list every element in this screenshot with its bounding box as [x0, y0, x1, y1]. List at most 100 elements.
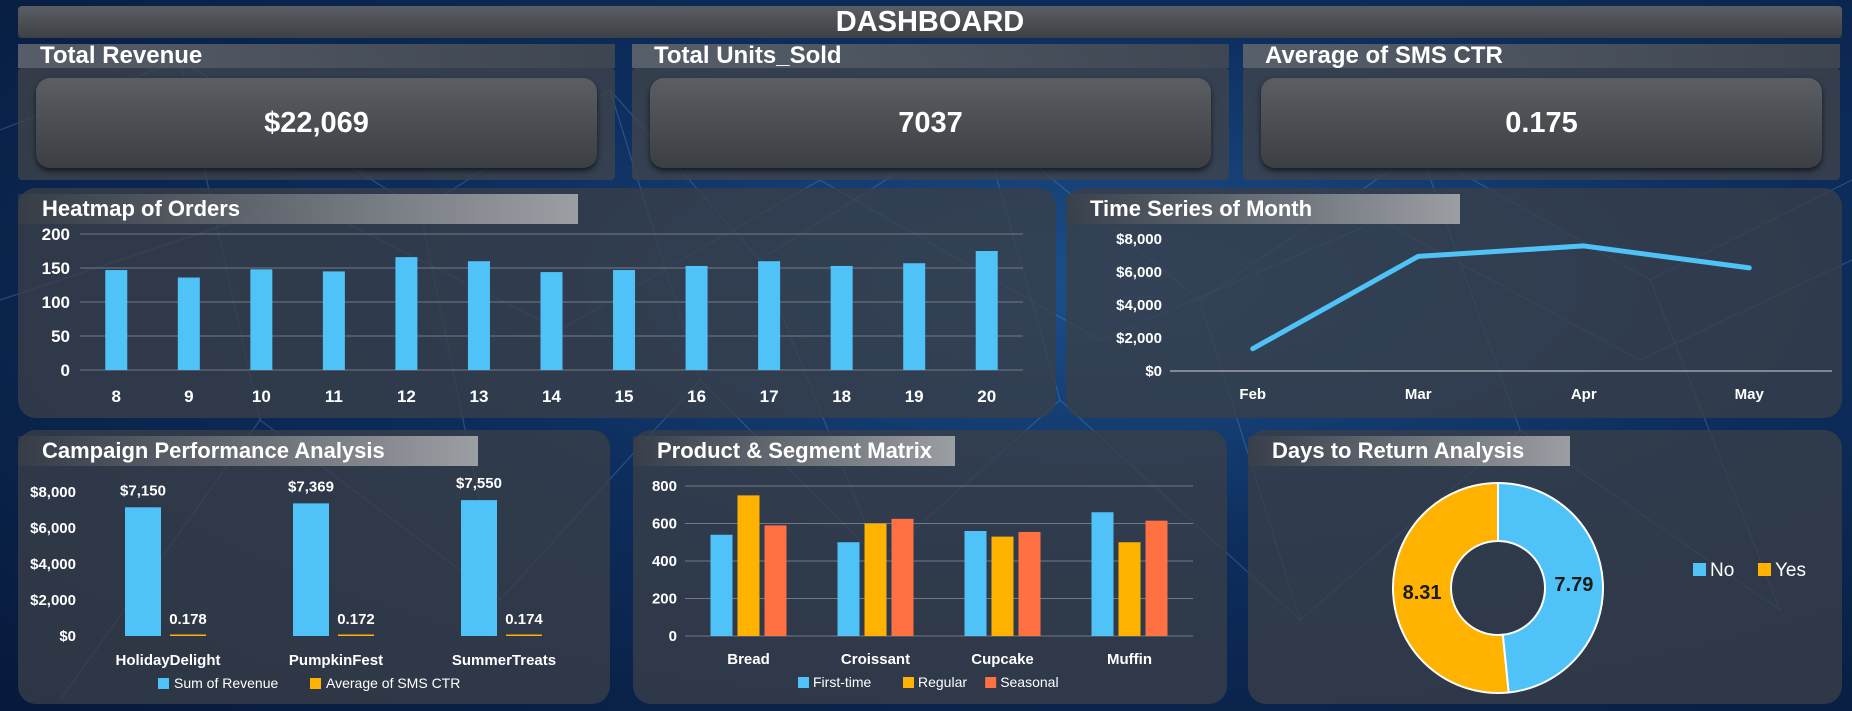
- campaign-panel: Campaign Performance Analysis $0 $2,000 $4…: [18, 430, 610, 704]
- y-tick-label: 400: [652, 553, 677, 570]
- data-label-revenue: $7,369: [288, 478, 334, 495]
- legend-label: Seasonal: [1000, 674, 1058, 690]
- x-tick-label: 17: [760, 387, 779, 406]
- product-bar-chart: 0 200 400 600 800 Bread Croissant Cupcake Muffin…: [652, 478, 1193, 690]
- legend-swatch: [985, 677, 997, 688]
- y-tick-label: 150: [42, 259, 70, 278]
- bar-regular: [991, 536, 1014, 636]
- donut-slice-yes: [1392, 481, 1510, 694]
- bar-ctr: [338, 634, 374, 636]
- product-chart-title: Product & Segment Matrix: [633, 436, 955, 466]
- x-tick-label: Croissant: [841, 651, 910, 668]
- bar: [758, 261, 781, 370]
- x-tick-label: 19: [905, 387, 924, 406]
- timeseries-panel: Time Series of Month $0 $2,000 $4,000 $6,00…: [1066, 188, 1842, 418]
- campaign-chart-title: Campaign Performance Analysis: [18, 436, 478, 466]
- bar-revenue: [293, 503, 329, 636]
- data-label-ctr: 0.178: [169, 611, 207, 628]
- legend-swatch: [798, 677, 809, 688]
- x-tick-label: 9: [184, 387, 193, 406]
- x-tick-label: 14: [542, 387, 561, 406]
- bar-first-time: [710, 534, 733, 636]
- y-tick-label: $8,000: [1116, 231, 1162, 248]
- bar-regular: [737, 495, 760, 636]
- legend-swatch-ctr: [310, 678, 321, 689]
- y-tick-label: $0: [59, 628, 76, 645]
- x-tick-label: SummerTreats: [452, 652, 556, 669]
- return-chart-title: Days to Return Analysis: [1248, 436, 1570, 466]
- donut-label: 8.31: [1403, 582, 1442, 604]
- x-tick-label: 10: [252, 387, 271, 406]
- bar: [467, 261, 490, 370]
- x-tick-label: 13: [470, 387, 489, 406]
- x-tick-label: PumpkinFest: [289, 652, 383, 669]
- bar-regular: [1118, 542, 1141, 636]
- y-tick-label: 600: [652, 516, 677, 533]
- return-panel: Days to Return Analysis 7.79 8.31 No Yes: [1248, 430, 1842, 704]
- bar-ctr: [506, 634, 542, 636]
- bar-seasonal: [1145, 520, 1168, 636]
- y-tick-label: 200: [652, 591, 677, 608]
- x-tick-label: 16: [687, 387, 706, 406]
- product-panel: Product & Segment Matrix 0 200 400 600 800 Br…: [633, 430, 1227, 704]
- legend-swatch-no: [1693, 563, 1706, 576]
- legend-label-revenue: Sum of Revenue: [174, 675, 278, 691]
- bar: [613, 270, 636, 370]
- return-donut-chart: 7.79 8.31 No Yes: [1392, 481, 1806, 694]
- x-tick-label: 18: [832, 387, 851, 406]
- data-label-ctr: 0.172: [337, 611, 375, 628]
- donut-label: 7.79: [1554, 574, 1593, 596]
- y-tick-label: 0: [61, 361, 70, 380]
- bar: [903, 263, 926, 370]
- y-tick-label: 200: [42, 225, 70, 244]
- kpi-ctr-card: 0.175: [1243, 68, 1840, 180]
- kpi-revenue-label: Total Revenue: [18, 44, 615, 68]
- kpi-units-label: Total Units_Sold: [632, 44, 1229, 68]
- legend-label: First-time: [813, 674, 872, 690]
- orders-bar-chart: 0 50 100 150 200 8 9 10 11 12 13 14 15 16 17 18 19 20: [42, 225, 1023, 406]
- data-label-revenue: $7,550: [456, 475, 502, 492]
- campaign-bar-chart: $0 $2,000 $4,000 $6,000 $8,000 $7,150 0.178 Hol…: [30, 475, 556, 691]
- bar: [250, 269, 273, 370]
- timeseries-chart-title: Time Series of Month: [1066, 194, 1460, 224]
- bar: [177, 277, 200, 370]
- y-tick-label: $4,000: [30, 556, 76, 573]
- x-tick-label: Mar: [1405, 386, 1432, 403]
- kpi-revenue-card: $22,069: [18, 68, 615, 180]
- bar-seasonal: [764, 525, 787, 636]
- data-label-revenue: $7,150: [120, 482, 166, 499]
- series-line: [1250, 243, 1752, 352]
- bar: [395, 257, 418, 370]
- bar-seasonal: [1018, 531, 1041, 636]
- x-tick-label: 8: [112, 387, 121, 406]
- x-tick-label: 20: [977, 387, 996, 406]
- y-tick-label: $2,000: [1116, 330, 1162, 347]
- x-tick-label: Cupcake: [971, 651, 1034, 668]
- y-tick-label: 50: [51, 327, 70, 346]
- timeseries-line-chart: $0 $2,000 $4,000 $6,000 $8,000 Feb Mar Apr May: [1116, 231, 1832, 403]
- bar-seasonal: [891, 518, 914, 636]
- y-tick-label: $6,000: [1116, 264, 1162, 281]
- legend-label-yes: Yes: [1775, 560, 1806, 581]
- y-tick-label: $8,000: [30, 484, 76, 501]
- orders-chart-title: Heatmap of Orders: [18, 194, 578, 224]
- donut-slice-no: [1497, 481, 1604, 694]
- bar-first-time: [1091, 512, 1114, 636]
- x-tick-label: Bread: [727, 651, 770, 668]
- x-tick-label: 12: [397, 387, 416, 406]
- x-tick-label: Muffin: [1107, 651, 1152, 668]
- kpi-units-card: 7037: [632, 68, 1229, 180]
- y-tick-label: 800: [652, 478, 677, 495]
- bar-first-time: [964, 531, 987, 636]
- x-tick-label: HolidayDelight: [115, 652, 220, 669]
- bar-ctr: [170, 634, 206, 636]
- bar-regular: [864, 523, 887, 636]
- bar: [322, 271, 345, 370]
- dashboard-title: DASHBOARD: [18, 6, 1842, 38]
- legend-label-ctr: Average of SMS CTR: [326, 675, 460, 691]
- bar: [105, 270, 128, 370]
- orders-panel: Heatmap of Orders 0 50 100 150 200 8 9 10 11 12 13…: [18, 188, 1056, 418]
- bar: [685, 265, 708, 370]
- legend-swatch-yes: [1758, 563, 1771, 576]
- bar-first-time: [837, 542, 860, 636]
